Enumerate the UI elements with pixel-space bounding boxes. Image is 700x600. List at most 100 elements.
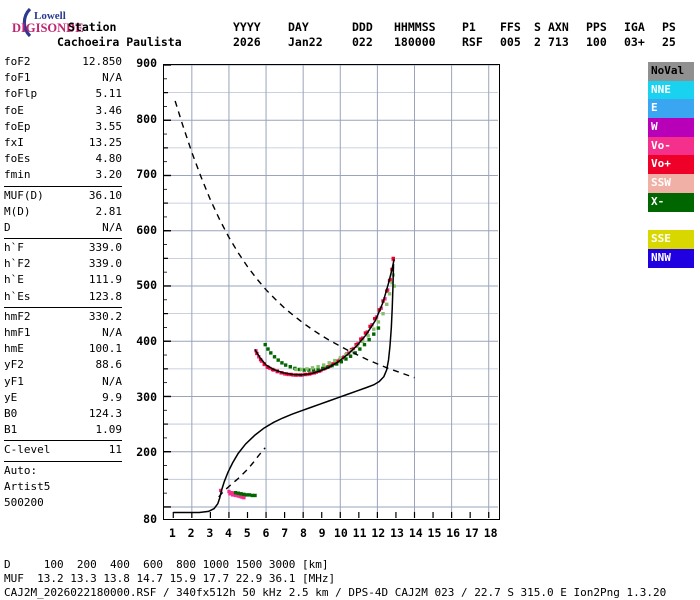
legend-item-vo[interactable]: Vo- <box>648 136 694 156</box>
data-point <box>228 492 232 496</box>
logo-brand-bottom: DIGISONDE <box>12 21 84 35</box>
header-label-day: DAY <box>288 20 309 34</box>
parameter-footer-line: Auto: <box>4 463 38 477</box>
data-point <box>269 351 273 355</box>
parameter-name: B1 <box>4 423 18 437</box>
parameter-name: hmE <box>4 342 24 356</box>
ionogram-plot <box>163 64 500 520</box>
header-value-ffs: 005 <box>500 35 521 49</box>
data-point <box>253 493 257 498</box>
x-axis-tick-label: 12 <box>371 526 386 540</box>
y-axis-tick-label: 500 <box>136 278 157 293</box>
data-point <box>218 488 223 493</box>
data-point <box>231 493 235 497</box>
parameter-row: fxI 13.25 <box>0 136 126 152</box>
parameter-name: C-level <box>4 443 51 457</box>
header-label-ffs: FFS <box>500 20 521 34</box>
x-axis-tick-label: 11 <box>352 526 367 540</box>
y-axis-tick-label: 800 <box>136 111 157 126</box>
legend-item-ssw[interactable]: SSW <box>648 174 694 193</box>
x-axis-tick-label: 14 <box>408 526 423 540</box>
legend-item-sse[interactable]: SSE <box>648 230 694 249</box>
parameter-name: fmin <box>4 168 31 182</box>
series-muf-d-dashed-curve <box>174 100 415 379</box>
header-value-hhmmss: 180000 <box>394 35 436 49</box>
parameter-row: C-level 11 <box>0 443 126 459</box>
legend-item-vo[interactable]: Vo+ <box>648 155 694 175</box>
data-point <box>263 342 267 347</box>
header-label-pps: PPS <box>586 20 607 34</box>
y-axis-tick-label: 200 <box>136 445 157 460</box>
header-label-hhmmss: HHMMSS <box>394 20 436 34</box>
header-label-iga: IGA <box>624 20 645 34</box>
data-point <box>359 337 363 341</box>
data-point <box>367 337 371 342</box>
legend-item-x[interactable]: X- <box>648 192 694 212</box>
legend-item-x[interactable]: X+ <box>651 213 665 227</box>
legend-item-noval[interactable]: NoVal <box>648 62 694 81</box>
parameter-row: h`F 339.0 <box>0 241 126 257</box>
parameter-row: M(D) 2.81 <box>0 205 126 221</box>
data-point <box>239 492 243 496</box>
series-x-es-e-region <box>233 490 257 498</box>
header-value-ddd: 022 <box>352 35 373 49</box>
data-point <box>372 332 376 336</box>
data-point <box>288 365 292 369</box>
data-point <box>362 342 367 347</box>
data-point <box>299 367 304 372</box>
parameter-value: 3.46 <box>95 103 123 117</box>
series-x-x-trace-f-region <box>263 326 381 372</box>
data-point <box>266 365 270 369</box>
direction-legend: NoVal NNE E W Vo- Vo+ SSW X- X+ SSE NNW <box>648 62 694 268</box>
header-label-p1: P1 <box>462 20 476 34</box>
y-axis-tick-label: 300 <box>136 389 157 404</box>
parameter-value: 123.8 <box>88 289 122 303</box>
parameter-name: foF2 <box>4 55 31 68</box>
footer-muf-row: MUF 13.2 13.3 13.8 14.7 15.9 17.7 22.9 3… <box>4 572 336 585</box>
legend-item-e[interactable]: E <box>648 99 694 119</box>
data-point <box>383 297 387 301</box>
data-point <box>348 354 353 358</box>
parameter-separator <box>4 440 122 442</box>
data-point <box>335 359 340 363</box>
data-point <box>334 362 339 366</box>
x-axis-tick-label: 8 <box>299 526 307 540</box>
parameter-name: yF1 <box>4 374 24 388</box>
data-point <box>368 324 372 329</box>
x-axis-tick-label: 5 <box>243 526 251 540</box>
data-point <box>297 367 302 372</box>
x-axis-tick-label: 17 <box>464 526 479 540</box>
parameter-name: MUF(D) <box>4 188 44 202</box>
data-point <box>385 302 389 307</box>
parameter-footer-line: 500200 <box>4 495 44 509</box>
parameter-row: yF2 88.6 <box>0 358 126 374</box>
legend-item-nne[interactable]: NNE <box>648 80 694 100</box>
data-point <box>305 367 309 371</box>
parameter-row: hmE 100.1 <box>0 342 126 358</box>
footer-distance-row: D 100 200 400 600 800 1000 1500 3000 [km… <box>4 558 329 571</box>
parameter-name: hmF1 <box>4 326 31 339</box>
x-axis-tick-label: 2 <box>187 526 195 540</box>
parameter-name: h`E <box>4 273 24 287</box>
header-value-pps: 100 <box>586 35 607 49</box>
data-point <box>310 366 315 370</box>
parameter-name: h`F2 <box>4 257 31 271</box>
data-point <box>236 491 241 495</box>
legend-item-nnw[interactable]: NNW <box>648 248 694 268</box>
parameter-value: 11 <box>108 443 122 457</box>
data-point <box>387 292 392 296</box>
data-point <box>358 347 362 351</box>
data-point <box>316 367 320 372</box>
x-axis-tick-label: 18 <box>483 526 498 540</box>
parameter-row: B1 1.09 <box>0 423 126 439</box>
data-point <box>327 361 331 365</box>
parameter-row: B0 124.3 <box>0 407 126 423</box>
ionogram-canvas <box>164 65 498 518</box>
parameter-name: fxI <box>4 135 24 149</box>
data-point <box>230 490 234 495</box>
data-point <box>344 357 348 361</box>
parameter-value: N/A <box>102 326 122 339</box>
x-axis-tick-label: 16 <box>446 526 461 540</box>
legend-item-w[interactable]: W <box>648 118 694 137</box>
data-point <box>333 358 337 363</box>
